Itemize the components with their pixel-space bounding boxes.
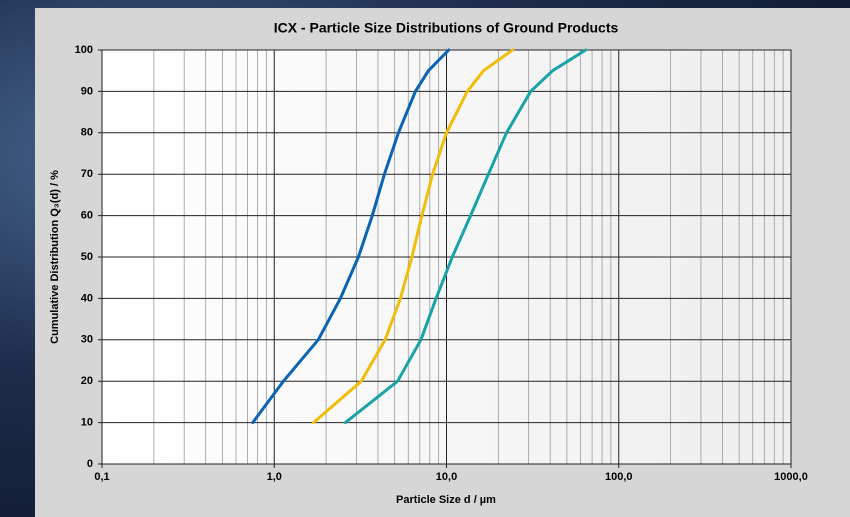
chart-title: ICX - Particle Size Distributions of Gro… [274,20,619,36]
y-tick-label: 90 [81,85,93,97]
y-tick-label: 40 [81,292,93,304]
x-tick-label: 1,0 [267,471,282,483]
y-axis-label: Cumulative Distribution Q₃(d) / % [49,170,61,344]
y-tick-label: 10 [81,417,93,429]
x-tick-label: 10,0 [436,471,457,483]
y-tick-label: 20 [81,375,93,387]
y-tick-label: 50 [81,251,93,263]
line-series [251,48,451,425]
y-tick-label: 100 [75,44,93,56]
y-tick-label: 70 [81,168,93,180]
x-axis-label: Particle Size d / µm [396,494,496,506]
line-series [312,48,515,425]
line-series [343,48,588,425]
y-tick-label: 0 [87,458,93,470]
y-tick-label: 60 [81,210,93,222]
x-tick-label: 1000,0 [774,471,808,483]
y-tick-label: 80 [81,127,93,139]
x-tick-label: 0,1 [94,471,109,483]
plot-border [101,49,792,465]
x-tick-label: 100,0 [605,471,633,483]
y-tick-label: 30 [81,334,93,346]
